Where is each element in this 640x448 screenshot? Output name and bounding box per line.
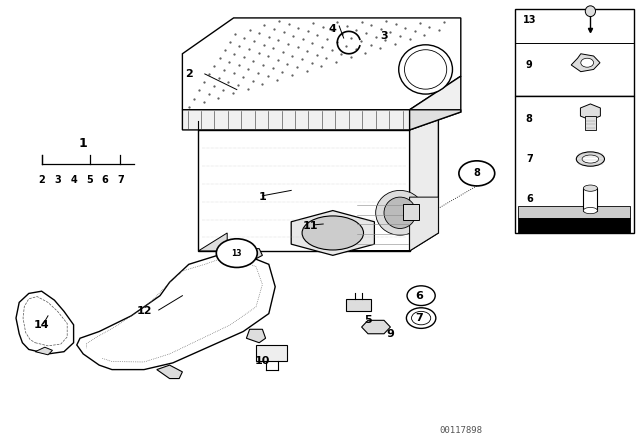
Polygon shape bbox=[157, 365, 182, 379]
Text: 1: 1 bbox=[259, 192, 266, 202]
Text: 10: 10 bbox=[255, 356, 270, 366]
Text: 5: 5 bbox=[364, 315, 372, 325]
Polygon shape bbox=[518, 206, 630, 218]
Text: 7: 7 bbox=[526, 154, 532, 164]
Polygon shape bbox=[35, 347, 52, 355]
Ellipse shape bbox=[412, 311, 431, 325]
Polygon shape bbox=[16, 291, 74, 354]
Text: 14: 14 bbox=[34, 320, 49, 330]
Text: 8: 8 bbox=[474, 168, 480, 178]
Polygon shape bbox=[198, 108, 438, 130]
Bar bbox=[515, 96, 634, 233]
Ellipse shape bbox=[376, 190, 424, 235]
Text: 8: 8 bbox=[526, 114, 532, 124]
Text: 9: 9 bbox=[387, 329, 394, 339]
Ellipse shape bbox=[584, 185, 598, 191]
Ellipse shape bbox=[576, 152, 605, 166]
Text: 13: 13 bbox=[522, 15, 536, 25]
Polygon shape bbox=[77, 253, 275, 370]
Ellipse shape bbox=[585, 6, 595, 17]
Polygon shape bbox=[198, 233, 227, 251]
Bar bbox=[518, 218, 630, 233]
Text: 7: 7 bbox=[117, 175, 124, 185]
Text: 12: 12 bbox=[136, 306, 152, 316]
Ellipse shape bbox=[399, 45, 452, 94]
Text: 11: 11 bbox=[303, 221, 318, 231]
Polygon shape bbox=[571, 54, 600, 72]
Text: 2: 2 bbox=[38, 175, 45, 185]
Text: 4: 4 bbox=[70, 175, 77, 185]
Polygon shape bbox=[246, 329, 266, 343]
Polygon shape bbox=[291, 211, 374, 255]
Bar bbox=[256, 345, 287, 361]
Text: 4: 4 bbox=[329, 24, 337, 34]
Text: 00117898: 00117898 bbox=[439, 426, 483, 435]
Text: 6: 6 bbox=[415, 291, 423, 301]
Text: 1: 1 bbox=[79, 137, 88, 150]
Text: 9: 9 bbox=[526, 60, 532, 70]
Ellipse shape bbox=[407, 286, 435, 306]
Text: 7: 7 bbox=[415, 313, 423, 323]
Polygon shape bbox=[230, 249, 262, 262]
Text: 2: 2 bbox=[185, 69, 193, 79]
Ellipse shape bbox=[459, 161, 495, 186]
Polygon shape bbox=[182, 18, 461, 110]
Polygon shape bbox=[410, 119, 438, 251]
Bar bbox=[346, 299, 371, 311]
Ellipse shape bbox=[302, 216, 364, 250]
Ellipse shape bbox=[584, 207, 598, 214]
Text: 6: 6 bbox=[526, 194, 532, 204]
Text: 6: 6 bbox=[101, 175, 108, 185]
Polygon shape bbox=[410, 110, 461, 130]
Polygon shape bbox=[352, 197, 438, 251]
Ellipse shape bbox=[406, 308, 436, 328]
Ellipse shape bbox=[384, 197, 416, 228]
Ellipse shape bbox=[582, 155, 599, 163]
Text: 3: 3 bbox=[380, 31, 388, 41]
Ellipse shape bbox=[404, 50, 447, 89]
Ellipse shape bbox=[581, 58, 594, 67]
Polygon shape bbox=[403, 204, 419, 220]
Text: 13: 13 bbox=[232, 249, 242, 258]
Bar bbox=[585, 116, 595, 130]
Text: 3: 3 bbox=[54, 175, 61, 185]
Polygon shape bbox=[362, 320, 390, 334]
Polygon shape bbox=[198, 130, 410, 251]
Text: 5: 5 bbox=[86, 175, 93, 185]
Bar bbox=[515, 9, 634, 96]
Bar bbox=[584, 188, 598, 211]
Polygon shape bbox=[182, 76, 461, 130]
Ellipse shape bbox=[216, 239, 257, 267]
